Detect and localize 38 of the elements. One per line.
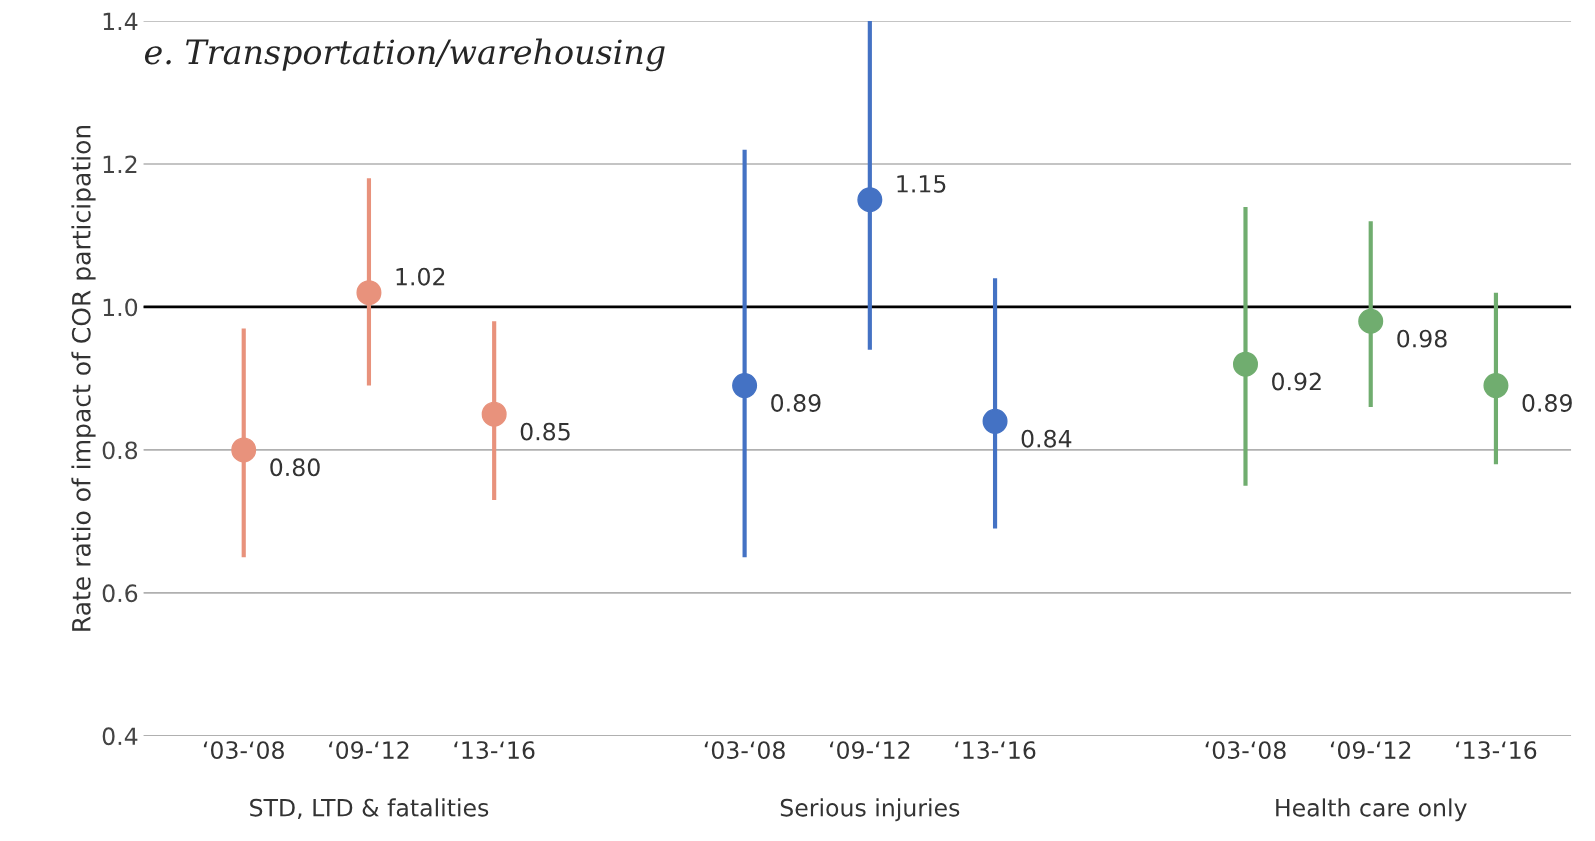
point bbox=[1358, 308, 1384, 334]
x-tick-label: ‘03-‘08 bbox=[203, 741, 284, 760]
point bbox=[1232, 351, 1258, 377]
data-label: 0.84 bbox=[1021, 429, 1072, 448]
data-label: 0.89 bbox=[1522, 394, 1572, 412]
x-tick-label: ‘13-‘16 bbox=[955, 741, 1036, 760]
point bbox=[231, 437, 257, 463]
point bbox=[982, 408, 1008, 434]
y-tick-label: 1.4 bbox=[103, 12, 138, 30]
point bbox=[732, 373, 758, 399]
y-tick-label: 1.0 bbox=[103, 298, 138, 317]
point bbox=[1483, 373, 1509, 399]
point bbox=[356, 280, 382, 306]
data-label: 0.85 bbox=[520, 422, 570, 441]
data-label: 1.02 bbox=[396, 267, 445, 286]
data-label: 0.98 bbox=[1397, 329, 1447, 348]
x-tick-label: ‘09-‘12 bbox=[1330, 741, 1411, 760]
text: STD, LTD & fatalities bbox=[250, 798, 489, 820]
x-tick-label: ‘03-‘08 bbox=[704, 741, 785, 760]
text: e. Transportation/warehousing bbox=[144, 38, 665, 72]
y-tick-label: 0.8 bbox=[102, 441, 138, 460]
y-tick-label: 0.4 bbox=[102, 727, 138, 746]
y-tick-label: 0.6 bbox=[102, 584, 138, 603]
x-tick-label: ‘09-‘12 bbox=[329, 741, 409, 760]
y-axis-title: Rate ratio of impact of COR participation bbox=[71, 125, 96, 631]
x-tick-label: ‘09-‘12 bbox=[830, 741, 910, 760]
x-tick-label: ‘03-‘08 bbox=[1205, 741, 1286, 760]
text: Serious injuries bbox=[780, 798, 960, 822]
data-label: 0.92 bbox=[1272, 372, 1321, 391]
data-label: 1.15 bbox=[897, 175, 946, 193]
y-tick-label: 1.2 bbox=[103, 155, 137, 173]
data-label: 0.89 bbox=[771, 394, 821, 412]
x-tick-label: ‘13-‘16 bbox=[454, 741, 535, 760]
point bbox=[857, 187, 883, 213]
text: Health care only bbox=[1276, 798, 1467, 822]
point bbox=[481, 401, 507, 427]
data-label: 0.80 bbox=[270, 458, 320, 477]
x-tick-label: ‘13-‘16 bbox=[1456, 741, 1537, 760]
